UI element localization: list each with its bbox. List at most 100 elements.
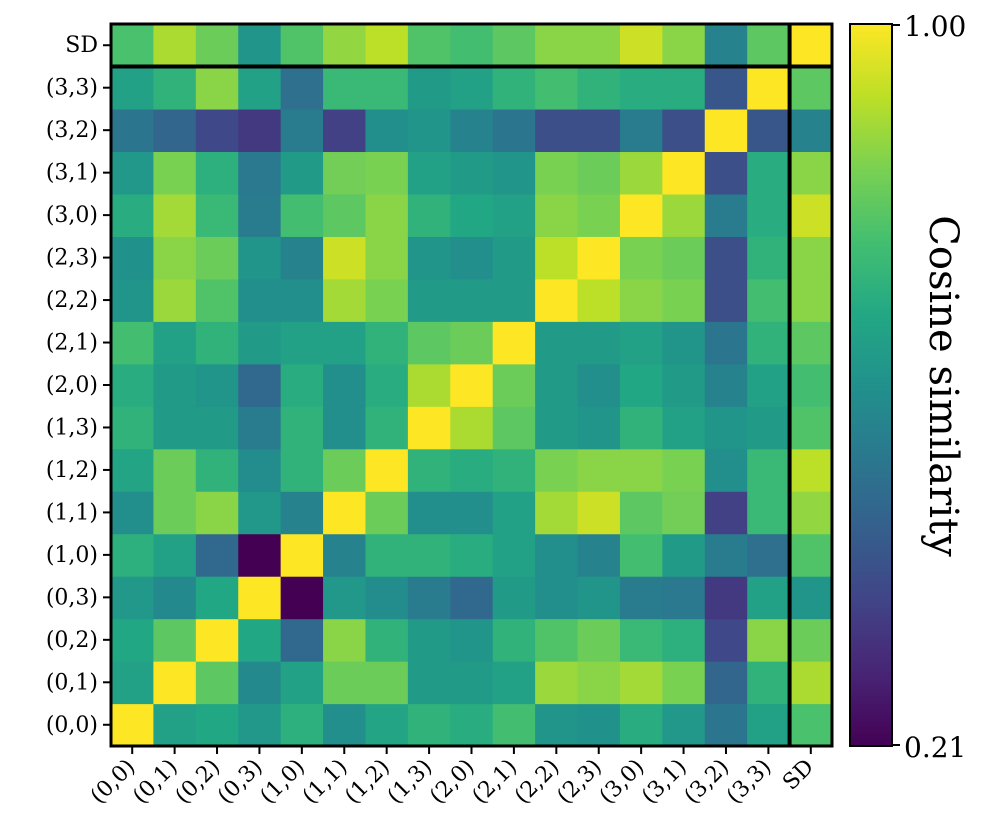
x-tick-label: (3,2) [680,755,735,810]
heatmap-cell [704,236,748,280]
heatmap-cell [323,321,367,365]
heatmap-cell [747,491,791,535]
heatmap-cell [662,24,706,68]
heatmap-cell [238,576,282,620]
heatmap-cell [111,24,155,68]
heatmap-cell [238,363,282,407]
heatmap-cells [111,24,833,747]
heatmap-cell [789,533,833,577]
x-tick-label: (0,1) [128,755,183,810]
heatmap-cell [195,491,239,535]
heatmap-cell [704,278,748,322]
heatmap-cell [747,108,791,153]
heatmap-cell [450,406,494,450]
heatmap-cell [704,448,748,492]
y-tick-label: (0,3) [46,585,98,610]
heatmap-cell [153,236,197,280]
heatmap-cell [577,618,621,662]
heatmap-cell [492,278,536,322]
heatmap-cell [747,576,791,620]
heatmap-cell [662,236,706,280]
heatmap-cell [111,448,155,492]
heatmap-cell [747,236,791,280]
heatmap-cell [619,321,663,365]
heatmap-cell [492,661,536,705]
heatmap-cell [407,151,451,195]
heatmap-cell [407,448,451,492]
heatmap-cell [238,661,282,705]
heatmap-cell [407,24,451,68]
heatmap-cell [195,24,239,68]
heatmap-cell [662,661,706,705]
heatmap-cell [280,703,324,747]
heatmap-cell [407,278,451,322]
heatmap-cell [111,406,155,450]
heatmap-cell [195,193,239,237]
heatmap-cell [407,533,451,577]
heatmap-cell [407,406,451,450]
heatmap-cell [280,491,324,535]
y-tick-label: (2,3) [46,246,98,271]
heatmap-cell [704,406,748,450]
heatmap-cell [789,66,833,110]
x-tick-label: (1,3) [383,755,438,810]
y-tick-label: (2,1) [46,331,98,356]
heatmap-cell [111,108,155,153]
heatmap-cell [747,618,791,662]
heatmap-cell [662,66,706,110]
heatmap-cell [492,576,536,620]
heatmap-cell [577,703,621,747]
heatmap-cell [280,618,324,662]
heatmap-cell [492,363,536,407]
heatmap-cell [195,108,239,153]
heatmap-cell [535,66,579,110]
y-tick-label: (0,0) [46,713,98,738]
sd-separator-lines [111,24,832,746]
heatmap-cell [365,193,409,237]
heatmap-cell [662,363,706,407]
heatmap-cell [747,321,791,365]
heatmap-cell [280,406,324,450]
heatmap-cell [323,448,367,492]
heatmap-cell [662,151,706,195]
heatmap-cell [747,533,791,577]
heatmap-cell [492,703,536,747]
heatmap-cell [111,193,155,237]
heatmap-cell [450,703,494,747]
heatmap-cell [153,491,197,535]
heatmap-cell [153,278,197,322]
heatmap-cell [365,66,409,110]
heatmap-cell [704,151,748,195]
heatmap-cell [704,576,748,620]
heatmap-cell [747,66,791,110]
heatmap-cell [492,193,536,237]
heatmap-cell [704,618,748,662]
heatmap-cell [195,448,239,492]
heatmap-cell [577,533,621,577]
heatmap-cell [450,193,494,237]
heatmap-cell [407,108,451,153]
heatmap-cell [365,576,409,620]
heatmap-cell [111,533,155,577]
heatmap-cell [195,703,239,747]
x-tick-label: (0,2) [171,755,226,810]
heatmap-cell [492,321,536,365]
heatmap-cell [450,151,494,195]
heatmap-cell [153,24,197,68]
heatmap-cell [153,66,197,110]
heatmap-cell [704,363,748,407]
heatmap-cell [789,278,833,322]
heatmap-cell [535,193,579,237]
heatmap-cell [450,533,494,577]
y-tick-label: (2,0) [46,373,98,398]
heatmap-cell [195,618,239,662]
heatmap-cell [789,193,833,237]
heatmap-cell [323,151,367,195]
heatmap-cell [747,661,791,705]
heatmap-cell [450,448,494,492]
heatmap-cell [365,491,409,535]
y-tick-label: SD [65,33,98,58]
heatmap-cell [704,491,748,535]
y-tick-label: (0,2) [46,628,98,653]
heatmap-cell [704,66,748,110]
